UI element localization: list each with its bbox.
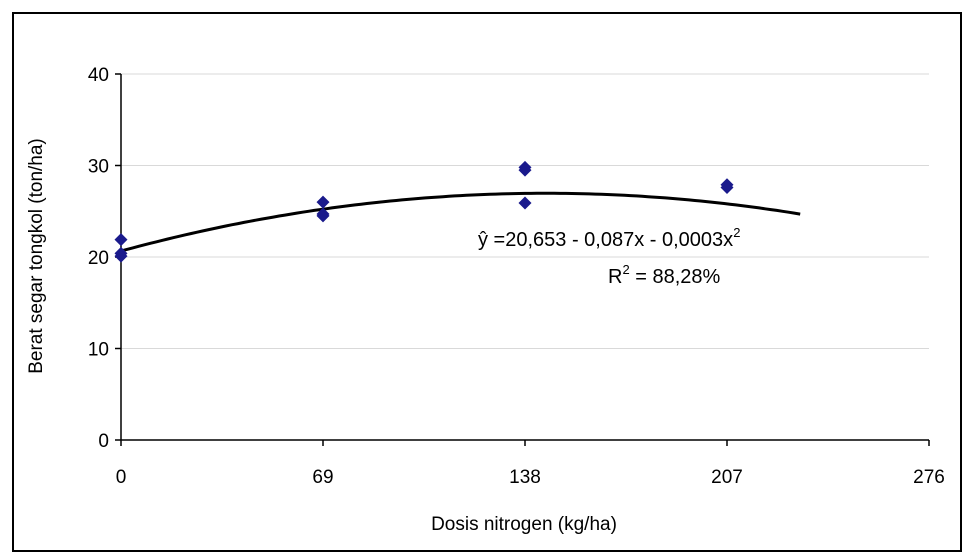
axis-ticks: 0 10 20 30 40 0 69 138 207 276 <box>88 65 945 488</box>
data-point <box>114 249 128 263</box>
data-point <box>518 196 532 210</box>
x-axis-title: Dosis nitrogen (kg/ha) <box>431 514 617 535</box>
chart-frame <box>12 12 962 552</box>
trendline-group <box>120 191 801 253</box>
data-point <box>316 209 330 223</box>
y-axis-title: Berat segar tongkol (ton/ha) <box>26 138 47 374</box>
gridlines <box>121 73 929 349</box>
x-tick-label: 138 <box>509 467 541 488</box>
scatter-chart: 0 10 20 30 40 0 69 138 207 276 ŷ =20,653 - 0,087x… <box>26 65 945 535</box>
data-point <box>316 195 330 209</box>
x-tick-label: 276 <box>913 467 945 488</box>
x-tick-label: 207 <box>711 467 743 488</box>
data-point <box>518 163 532 177</box>
y-tick-label: 30 <box>88 157 109 178</box>
x-tick-label: 69 <box>312 467 333 488</box>
y-tick-label: 40 <box>88 65 109 86</box>
data-point <box>720 180 734 194</box>
y-tick-label: 10 <box>88 340 109 361</box>
y-tick-label: 0 <box>98 431 109 452</box>
y-tick-label: 20 <box>88 248 109 269</box>
x-tick-label: 0 <box>116 467 127 488</box>
r-squared-label: R2 = 88,28% <box>608 262 721 288</box>
regression-equation: ŷ =20,653 - 0,087x - 0,0003x2 <box>478 225 740 251</box>
data-point <box>114 233 128 247</box>
data-points <box>114 160 734 263</box>
trendline <box>120 191 801 253</box>
